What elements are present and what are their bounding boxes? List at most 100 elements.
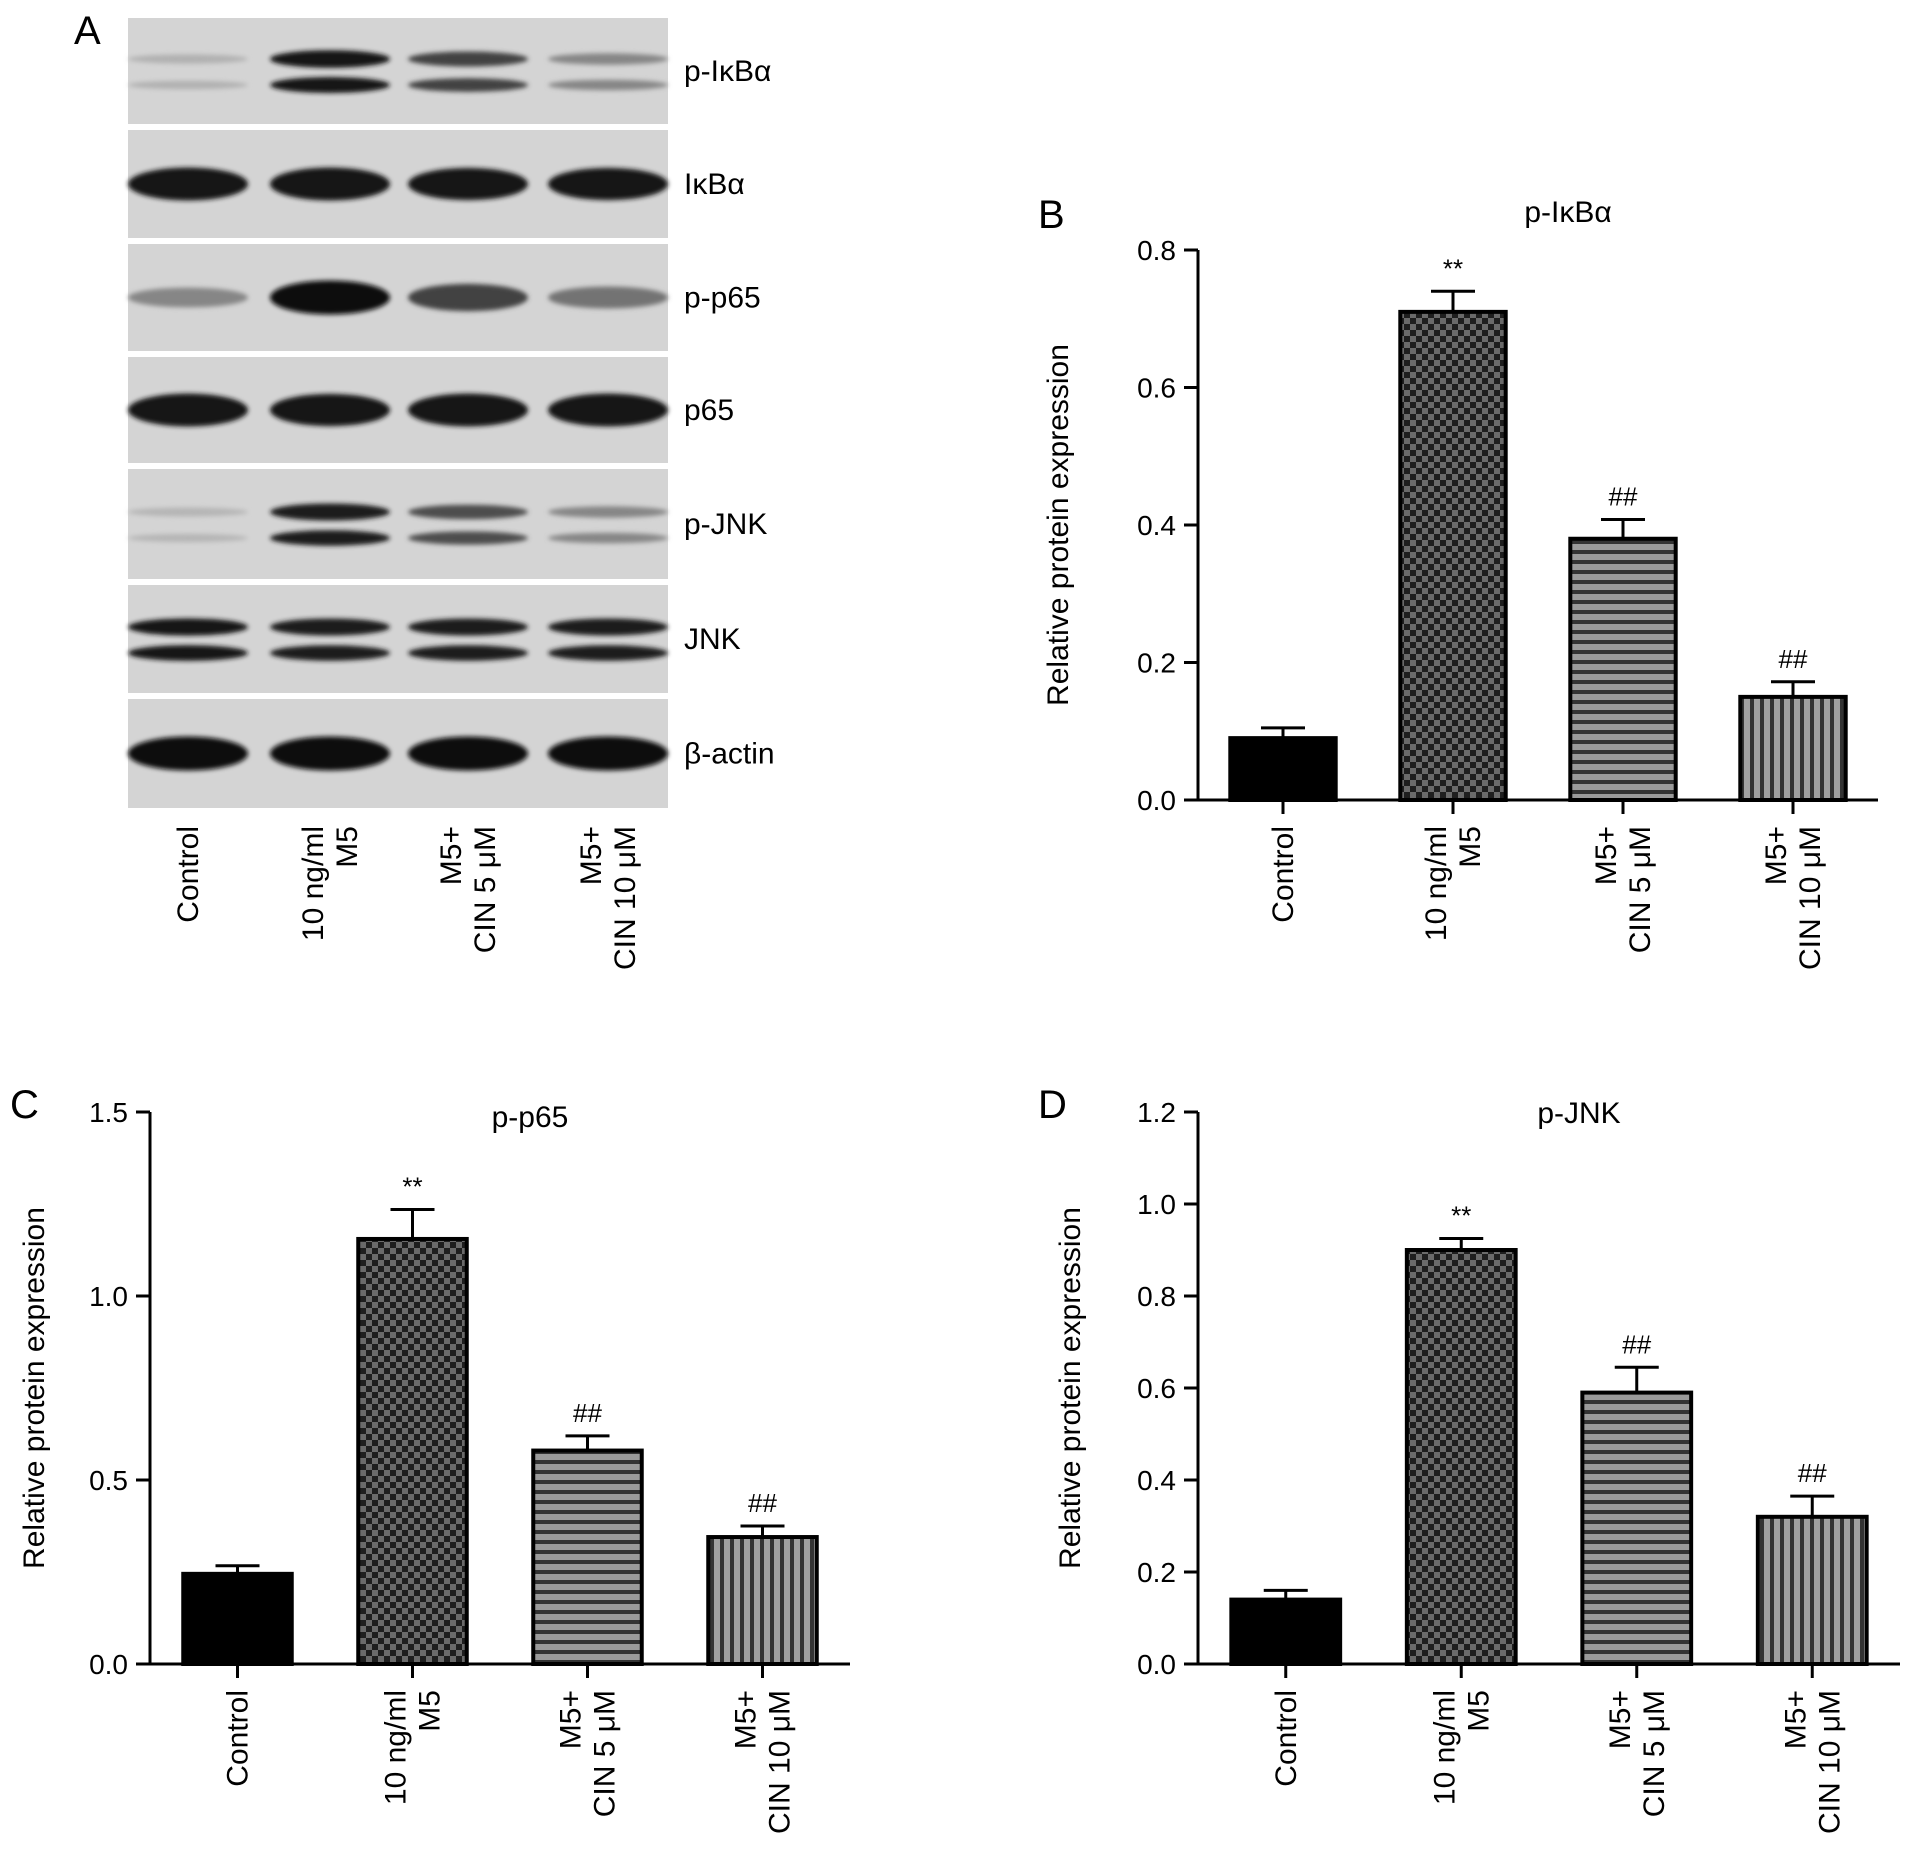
chart-title: p-IκBα [1524,196,1611,229]
panel-letter-a: A [74,9,101,53]
blot-band [128,393,248,427]
significance-mark: ## [1609,482,1638,512]
blot-protein-label: IκBα [684,168,745,201]
y-tick-label: 0.2 [1137,1557,1176,1588]
blot-membrane [128,469,668,579]
significance-mark: ## [1779,644,1808,674]
blot-membrane [128,585,668,693]
blot-band [270,645,390,661]
blot-band [128,533,248,543]
x-tick-label: CIN 10 μM [1813,1690,1846,1834]
y-tick-label: 0.6 [1137,373,1176,404]
blot-band [408,645,528,661]
y-tick-label: 1.2 [1137,1097,1176,1128]
blot-band [128,167,248,201]
bar [1738,694,1848,802]
significance-mark: ** [1451,1201,1471,1231]
x-tick-label: CIN 10 μM [764,1690,797,1834]
x-tick-label: 10 ng/ml [1420,826,1453,941]
significance-mark: ** [1443,253,1463,283]
bar [706,1535,819,1667]
blot-band [548,532,668,544]
blot-strip: p-JNK [128,469,767,579]
blot-band [548,645,668,661]
blot-lane-label: M5+ [435,826,468,885]
blot-strip: β-actin [128,699,775,808]
y-tick-label: 1.0 [1137,1189,1176,1220]
x-tick-label: M5+ [555,1690,588,1749]
x-tick-label: CIN 5 μM [589,1690,622,1817]
blot-strip: p65 [128,357,734,463]
x-tick-label: CIN 10 μM [1794,826,1827,970]
blot-band [548,393,668,427]
blot-protein-label: JNK [684,623,741,656]
y-tick-label: 1.0 [89,1281,128,1312]
bar [1398,309,1508,802]
chart-title: p-JNK [1537,1097,1620,1130]
bar [1568,536,1678,802]
bar [1755,1514,1869,1667]
blot-band [408,51,528,67]
bar [1404,1248,1518,1666]
x-tick-label: M5+ [1779,1690,1812,1749]
x-tick-label: Control [222,1690,255,1787]
x-tick-label: M5 [414,1690,447,1732]
y-tick-label: 0.8 [1137,1281,1176,1312]
blot-protein-label: p65 [684,394,734,427]
bar-chart-p-jnk: p-JNK Relative protein expression 0.0 0.2 0.… [1054,1097,1900,1834]
significance-mark: ## [1798,1458,1827,1488]
blot-band [408,393,528,427]
x-tick-label: M5+ [1760,826,1793,885]
y-tick-label: 0.8 [1137,235,1176,266]
significance-mark: ## [573,1398,602,1428]
blot-lane-label: 10 ng/ml [297,826,330,941]
y-tick-label: 0.6 [1137,1373,1176,1404]
x-tick-label: M5+ [1604,1690,1637,1749]
blot-band [408,736,528,771]
blot-strip: p-IκBα [128,18,771,124]
blot-lane-label: CIN 5 μM [469,826,502,953]
blot-strip: IκBα [128,130,745,238]
blot-membrane [128,18,668,124]
y-tick-label: 0.0 [1137,785,1176,816]
blot-band [548,53,668,65]
y-tick-label: 0.2 [1137,648,1176,679]
x-tick-label: Control [1270,1690,1303,1787]
blot-lane-label: M5 [331,826,364,868]
x-tick-label: CIN 5 μM [1638,1690,1671,1817]
y-axis-title: Relative protein expression [1054,1207,1087,1569]
blot-band [128,287,248,308]
significance-mark: ** [402,1172,422,1202]
panel-letter-b: B [1038,193,1065,237]
blot-band [270,393,390,427]
blot-band [548,618,668,636]
blot-lane-label: Control [172,826,205,923]
x-tick-label: 10 ng/ml [1428,1690,1461,1805]
bar [1229,1597,1343,1666]
blot-band [270,50,390,68]
x-tick-label: M5+ [1590,826,1623,885]
bar-chart-p-p65: p-p65 Relative protein expression 0.0 0.5 1.… [18,1097,850,1834]
x-tick-label: M5 [1454,826,1487,868]
blot-band [408,78,528,92]
bar [356,1236,469,1666]
x-tick-label: 10 ng/ml [380,1690,413,1805]
blot-strip: p-p65 [128,244,761,351]
significance-mark: ## [1622,1329,1651,1359]
bar-chart-p-ikba: p-IκBα Relative protein expression 0.0 0.2 0… [1042,196,1878,970]
blot-band [128,507,248,517]
blot-protein-label: p-JNK [684,508,767,541]
blot-band [548,167,668,201]
blot-band [128,618,248,636]
blot-band [408,531,528,545]
y-tick-label: 0.4 [1137,1465,1176,1496]
western-blot-panel: A p-IκBα IκBα p-p65 p65 p-JNK JNK β-actin Cont… [74,9,775,970]
blot-band [408,167,528,201]
bar [1580,1390,1694,1666]
blot-band [128,736,248,771]
blot-band [270,503,390,521]
blot-band [270,280,390,315]
blot-protein-label: p-IκBα [684,55,771,88]
x-tick-label: CIN 5 μM [1624,826,1657,953]
